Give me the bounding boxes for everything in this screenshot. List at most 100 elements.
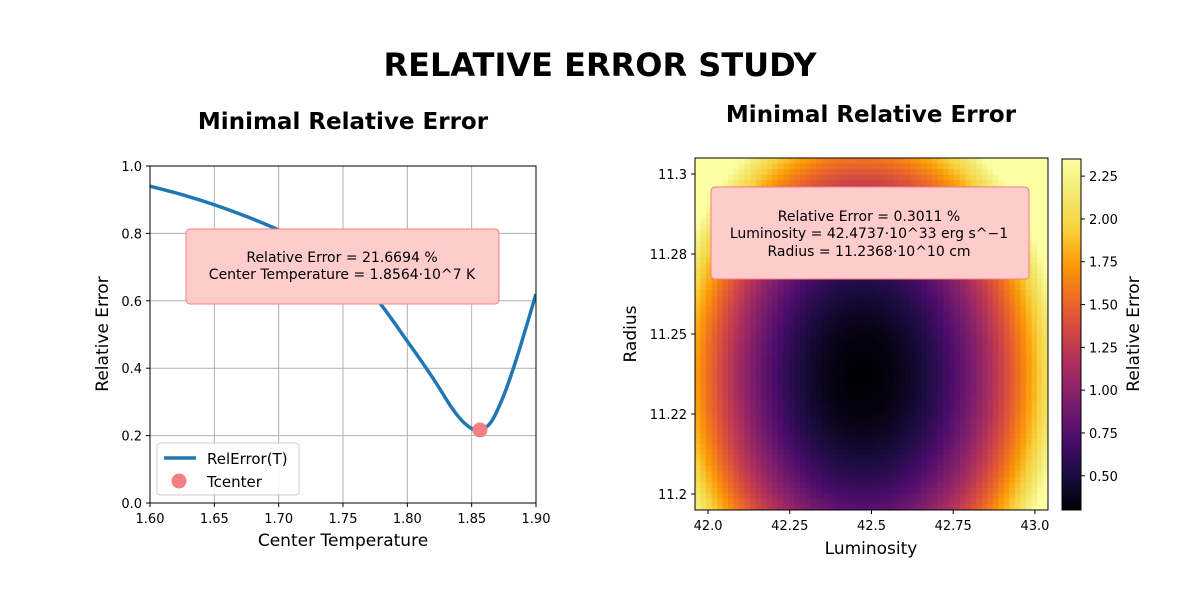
heatmap-cell <box>766 433 773 440</box>
heatmap-cell <box>711 361 718 368</box>
heatmap-cell <box>788 460 795 467</box>
heatmap-cell <box>805 389 812 396</box>
heatmap-cell <box>871 477 878 484</box>
heatmap-cell <box>926 411 933 418</box>
heatmap-cell <box>981 158 988 165</box>
heatmap-cell <box>888 499 895 506</box>
heatmap-cell <box>915 416 922 423</box>
heatmap-cell <box>992 422 999 429</box>
heatmap-cell <box>1036 488 1044 495</box>
heatmap-cell <box>700 350 707 357</box>
heatmap-cell <box>976 378 983 385</box>
heatmap-cell <box>865 295 873 302</box>
heatmap-cell <box>695 224 702 231</box>
heatmap-cell <box>976 416 983 423</box>
heatmap-cell <box>827 411 834 418</box>
heatmap-cell <box>904 427 911 434</box>
heatmap-cell <box>728 361 735 368</box>
heatmap-cell <box>882 394 889 401</box>
heatmap-cell <box>1042 235 1048 242</box>
heatmap-cell <box>744 405 751 412</box>
heatmap-cell <box>1042 383 1048 390</box>
heatmap-cell <box>1014 279 1022 286</box>
heatmap-cell <box>711 477 718 484</box>
heatmap-cell <box>948 482 955 489</box>
line-chart-legend[interactable]: RelError(T) Tcenter <box>156 442 300 496</box>
heatmap-cell <box>827 290 834 297</box>
heatmap-cell <box>1042 455 1048 462</box>
heatmap-cell <box>755 455 762 462</box>
heatmap-cell <box>739 295 746 302</box>
heatmap-cell <box>744 328 751 335</box>
heatmap-cell <box>766 504 773 510</box>
heatmap-cell <box>860 499 867 506</box>
heatmap-annotation: Relative Error = 0.3011 % Luminosity = 4… <box>710 186 1030 280</box>
heatmap-cell <box>805 400 812 407</box>
heatmap-cell <box>1031 246 1038 253</box>
heatmap-cell <box>744 158 751 165</box>
heatmap-cell <box>788 455 795 462</box>
heatmap-cell <box>821 438 828 445</box>
heatmap-cell <box>799 328 806 335</box>
heatmap-cell <box>1014 367 1022 374</box>
heatmap-cell <box>733 499 740 506</box>
heatmap-cell <box>1020 422 1027 429</box>
heatmap-cell <box>992 169 999 176</box>
heatmap-cell <box>926 317 933 324</box>
heatmap-cell <box>910 383 917 390</box>
heatmap-cell <box>926 312 933 319</box>
heatmap-cell <box>948 400 955 407</box>
heatmap-cell <box>832 312 840 319</box>
heatmap-cell <box>877 482 884 489</box>
heatmap-cell <box>1020 405 1027 412</box>
heatmap-cell <box>706 394 713 401</box>
heatmap-cell <box>794 416 801 423</box>
heatmap-cell <box>805 482 812 489</box>
heatmap-cell <box>777 389 784 396</box>
heatmap-cell <box>910 169 917 176</box>
heatmap-cell <box>877 427 884 434</box>
heatmap-cell <box>877 438 884 445</box>
heatmap-cell <box>849 372 856 379</box>
heatmap-cell <box>827 295 834 302</box>
heatmap-cell <box>695 350 702 357</box>
heatmap-cell <box>904 301 911 308</box>
heatmap-cell <box>717 323 724 330</box>
heatmap-cell <box>783 493 790 500</box>
heatmap-cell <box>750 345 757 352</box>
heatmap-cell <box>998 158 1005 165</box>
heatmap-cell <box>794 427 801 434</box>
heatmap-cell <box>739 438 746 445</box>
heatmap-cell <box>976 279 983 286</box>
heatmap-cell <box>1025 389 1033 396</box>
heatmap-cell <box>733 367 740 374</box>
heatmap-cell <box>904 378 911 385</box>
heatmap-cell <box>1042 262 1048 269</box>
heatmap-cell <box>1020 350 1027 357</box>
heatmap-cell <box>821 389 828 396</box>
heatmap-cell <box>915 504 922 510</box>
heatmap-cell <box>899 163 906 170</box>
heatmap-cell <box>744 427 751 434</box>
heatmap-cell <box>877 367 884 374</box>
heatmap-cell <box>1003 477 1010 484</box>
heatmap-cell <box>838 438 845 445</box>
heatmap-cell <box>943 438 950 445</box>
heatmap-cell <box>1025 504 1033 510</box>
heatmap-cell <box>882 383 889 390</box>
heatmap-cell <box>932 466 939 473</box>
heatmap-cell <box>943 158 950 165</box>
heatmap-cell <box>981 301 988 308</box>
heatmap-cell <box>865 328 873 335</box>
heatmap-cell <box>766 400 773 407</box>
heatmap-cell <box>888 449 895 456</box>
heatmap-cell <box>750 378 757 385</box>
heatmap-cell <box>1014 312 1022 319</box>
heatmap-cell <box>904 433 911 440</box>
heatmap-cell <box>706 361 713 368</box>
heatmap-cell <box>832 169 840 176</box>
heatmap-cell <box>1036 163 1044 170</box>
heatmap-cell <box>799 383 806 390</box>
heatmap-cell <box>821 488 828 495</box>
heatmap-cell <box>854 301 862 308</box>
